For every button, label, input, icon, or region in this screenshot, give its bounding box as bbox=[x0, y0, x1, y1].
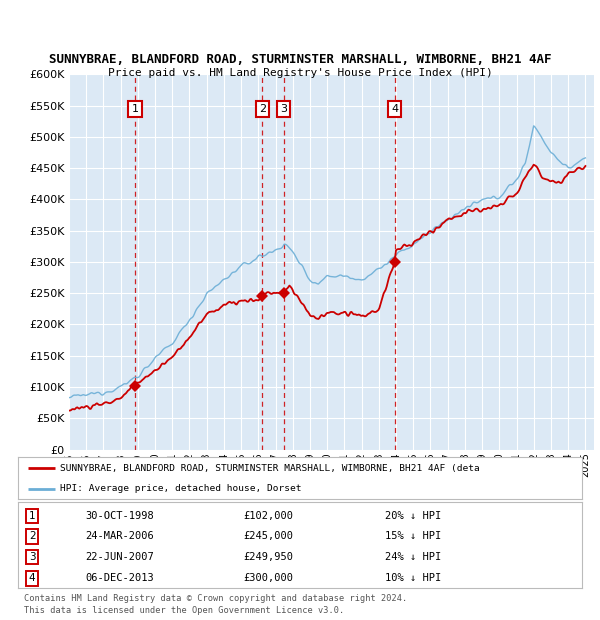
Text: HPI: Average price, detached house, Dorset: HPI: Average price, detached house, Dors… bbox=[60, 484, 302, 493]
Text: 24% ↓ HPI: 24% ↓ HPI bbox=[385, 552, 441, 562]
Text: £249,950: £249,950 bbox=[244, 552, 293, 562]
Text: 4: 4 bbox=[391, 104, 398, 114]
Text: £102,000: £102,000 bbox=[244, 511, 293, 521]
Text: 4: 4 bbox=[29, 574, 35, 583]
Text: 30-OCT-1998: 30-OCT-1998 bbox=[86, 511, 154, 521]
Text: 2: 2 bbox=[29, 531, 35, 541]
Text: Contains HM Land Registry data © Crown copyright and database right 2024.: Contains HM Land Registry data © Crown c… bbox=[24, 594, 407, 603]
Text: Price paid vs. HM Land Registry's House Price Index (HPI): Price paid vs. HM Land Registry's House … bbox=[107, 68, 493, 78]
Text: 22-JUN-2007: 22-JUN-2007 bbox=[86, 552, 154, 562]
Text: 1: 1 bbox=[131, 104, 139, 114]
Text: 10% ↓ HPI: 10% ↓ HPI bbox=[385, 574, 441, 583]
Text: 24-MAR-2006: 24-MAR-2006 bbox=[86, 531, 154, 541]
Text: 1: 1 bbox=[29, 511, 35, 521]
Text: SUNNYBRAE, BLANDFORD ROAD, STURMINSTER MARSHALL, WIMBORNE, BH21 4AF (deta: SUNNYBRAE, BLANDFORD ROAD, STURMINSTER M… bbox=[60, 464, 480, 473]
Text: 3: 3 bbox=[29, 552, 35, 562]
Text: 20% ↓ HPI: 20% ↓ HPI bbox=[385, 511, 441, 521]
Text: 06-DEC-2013: 06-DEC-2013 bbox=[86, 574, 154, 583]
Text: 15% ↓ HPI: 15% ↓ HPI bbox=[385, 531, 441, 541]
Text: 3: 3 bbox=[280, 104, 287, 114]
Text: SUNNYBRAE, BLANDFORD ROAD, STURMINSTER MARSHALL, WIMBORNE, BH21 4AF: SUNNYBRAE, BLANDFORD ROAD, STURMINSTER M… bbox=[49, 53, 551, 66]
Text: This data is licensed under the Open Government Licence v3.0.: This data is licensed under the Open Gov… bbox=[24, 606, 344, 616]
Text: £245,000: £245,000 bbox=[244, 531, 293, 541]
Text: 2: 2 bbox=[259, 104, 266, 114]
Text: £300,000: £300,000 bbox=[244, 574, 293, 583]
